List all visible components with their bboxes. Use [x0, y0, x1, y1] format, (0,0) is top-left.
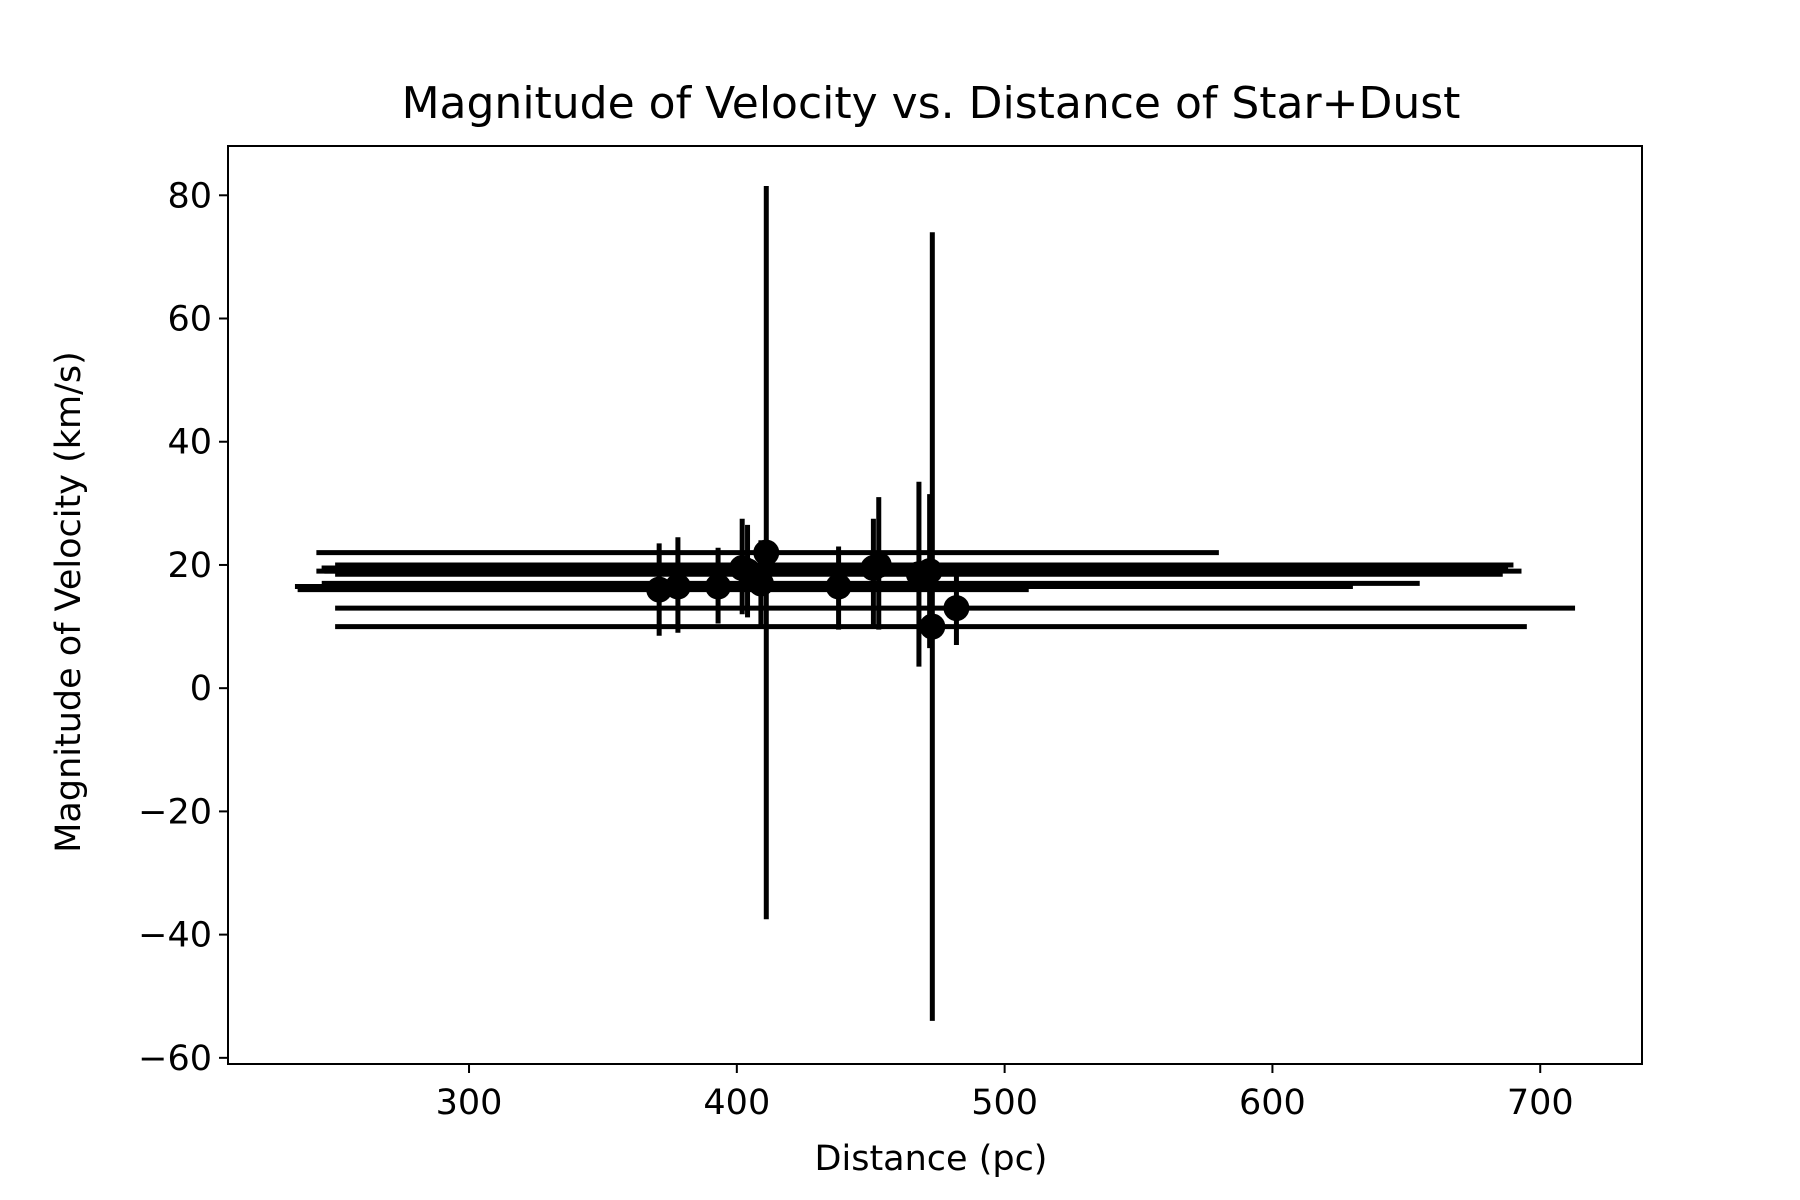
x-tick-label: 600: [1239, 1083, 1306, 1123]
x-axis-label: Distance (pc): [815, 1139, 1048, 1179]
y-axis-ticks: −60 −40 −20 0 20 40 60 80: [138, 176, 228, 1079]
data-point: [865, 551, 892, 578]
y-tick-label: 20: [167, 546, 212, 586]
data-point: [753, 539, 780, 566]
plot-frame: [227, 145, 1643, 1065]
data-point: [943, 595, 970, 622]
data-point: [916, 558, 943, 585]
x-axis-ticks: 300 400 500 600 700: [436, 1064, 1574, 1123]
data-point: [664, 573, 691, 600]
data-point: [919, 613, 946, 640]
data-point: [825, 573, 852, 600]
plot-marks: [294, 186, 1576, 1021]
data-point: [747, 570, 774, 597]
chart-title: Magnitude of Velocity vs. Distance of St…: [402, 78, 1461, 129]
y-axis-label: Magnitude of Velocity (km/s): [49, 351, 89, 853]
y-tick-label: 80: [167, 176, 212, 216]
y-tick-label: −20: [138, 792, 212, 832]
x-tick-label: 700: [1507, 1083, 1574, 1123]
y-tick-label: −60: [138, 1039, 212, 1079]
y-tick-label: 40: [167, 423, 212, 463]
y-tick-label: 0: [190, 669, 212, 709]
x-tick-label: 300: [436, 1083, 503, 1123]
x-tick-label: 500: [971, 1083, 1038, 1123]
y-tick-label: 60: [167, 300, 212, 340]
data-point: [705, 573, 732, 600]
y-tick-label: −40: [138, 916, 212, 956]
x-tick-label: 400: [703, 1083, 770, 1123]
